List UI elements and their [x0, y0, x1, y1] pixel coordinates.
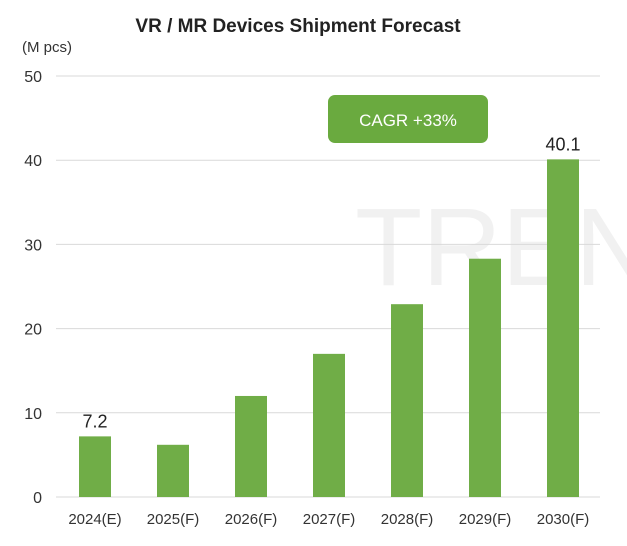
y-tick-label: 50 — [24, 69, 42, 86]
chart-title: VR / MR Devices Shipment Forecast — [135, 16, 461, 37]
x-tick-label: 2024(E) — [68, 511, 121, 528]
bar — [157, 444, 189, 497]
data-label: 40.1 — [545, 134, 580, 154]
bar — [79, 436, 111, 497]
cagr-badge — [328, 95, 488, 143]
bar — [469, 258, 501, 497]
x-tick-label: 2028(F) — [381, 511, 434, 528]
y-tick-label: 20 — [24, 322, 42, 339]
y-tick-label: 10 — [24, 406, 42, 423]
cagr-text: CAGR +33% — [359, 111, 457, 130]
y-axis-label: (M pcs) — [22, 39, 72, 56]
bar — [391, 304, 423, 497]
bar — [547, 159, 579, 497]
x-tick-label: 2025(F) — [147, 511, 200, 528]
x-tick-label: 2026(F) — [225, 511, 278, 528]
bar — [313, 353, 345, 497]
y-tick-label: 30 — [24, 237, 42, 254]
y-tick-label: 0 — [33, 490, 42, 507]
x-tick-label: 2030(F) — [537, 511, 590, 528]
y-tick-label: 40 — [24, 153, 42, 170]
bar — [235, 395, 267, 497]
data-label: 7.2 — [82, 411, 107, 431]
x-tick-label: 2027(F) — [303, 511, 356, 528]
x-tick-label: 2029(F) — [459, 511, 512, 528]
